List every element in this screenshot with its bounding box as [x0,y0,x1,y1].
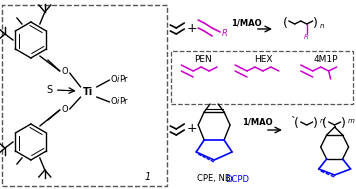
Text: ): ) [313,118,318,130]
Text: ): ) [341,118,346,130]
Text: R: R [304,34,309,40]
Text: R: R [222,29,228,37]
Text: +: + [187,22,198,35]
Text: i: i [116,98,119,106]
Text: 4M1P: 4M1P [313,54,338,64]
Text: CPE, NB,: CPE, NB, [197,174,236,184]
Text: n: n [320,23,324,29]
Text: m: m [347,118,355,124]
Text: O: O [111,75,117,84]
Text: ): ) [313,16,318,29]
Text: DCPD: DCPD [225,174,249,184]
Text: S: S [47,85,53,95]
Text: +: + [187,122,198,136]
Text: (: ( [282,16,287,29]
Text: O: O [111,98,117,106]
Text: O: O [62,105,68,115]
Text: n: n [320,118,324,124]
Text: Pr: Pr [120,98,128,106]
Text: (: ( [294,118,299,130]
Text: O: O [62,67,68,77]
Text: 1/MAO: 1/MAO [242,118,272,126]
Text: `: ` [290,117,295,127]
Text: 1/MAO: 1/MAO [231,19,261,28]
Text: Pr: Pr [120,75,128,84]
Text: 1: 1 [144,172,151,182]
Text: Ti: Ti [83,87,93,97]
Text: i: i [116,75,119,84]
Text: (: ( [322,118,327,130]
Text: HEX: HEX [254,54,272,64]
Text: PEN: PEN [194,54,212,64]
